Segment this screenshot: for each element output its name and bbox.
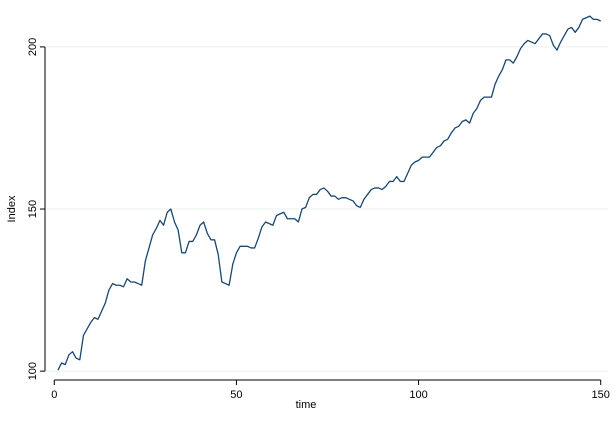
x-tick-label: 0 bbox=[51, 389, 57, 401]
y-tick-label: 100 bbox=[27, 362, 39, 380]
x-tick-label: 100 bbox=[409, 389, 427, 401]
y-tick-label: 150 bbox=[27, 200, 39, 218]
x-axis-label: time bbox=[296, 399, 317, 411]
line bbox=[57, 15, 601, 371]
x-tick-label: 150 bbox=[592, 389, 610, 401]
y-axis-label: Index bbox=[6, 195, 18, 222]
y-tick-label: 200 bbox=[27, 38, 39, 56]
x-tick-label: 50 bbox=[230, 389, 242, 401]
